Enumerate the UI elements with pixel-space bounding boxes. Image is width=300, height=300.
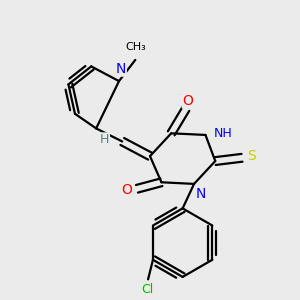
Text: NH: NH: [214, 127, 233, 140]
Text: CH₃: CH₃: [125, 43, 146, 52]
Text: O: O: [183, 94, 194, 108]
Text: O: O: [121, 183, 132, 197]
Text: H: H: [100, 133, 109, 146]
Text: S: S: [248, 149, 256, 164]
Text: Cl: Cl: [141, 283, 154, 296]
Text: N: N: [116, 62, 126, 76]
Text: N: N: [195, 187, 206, 201]
